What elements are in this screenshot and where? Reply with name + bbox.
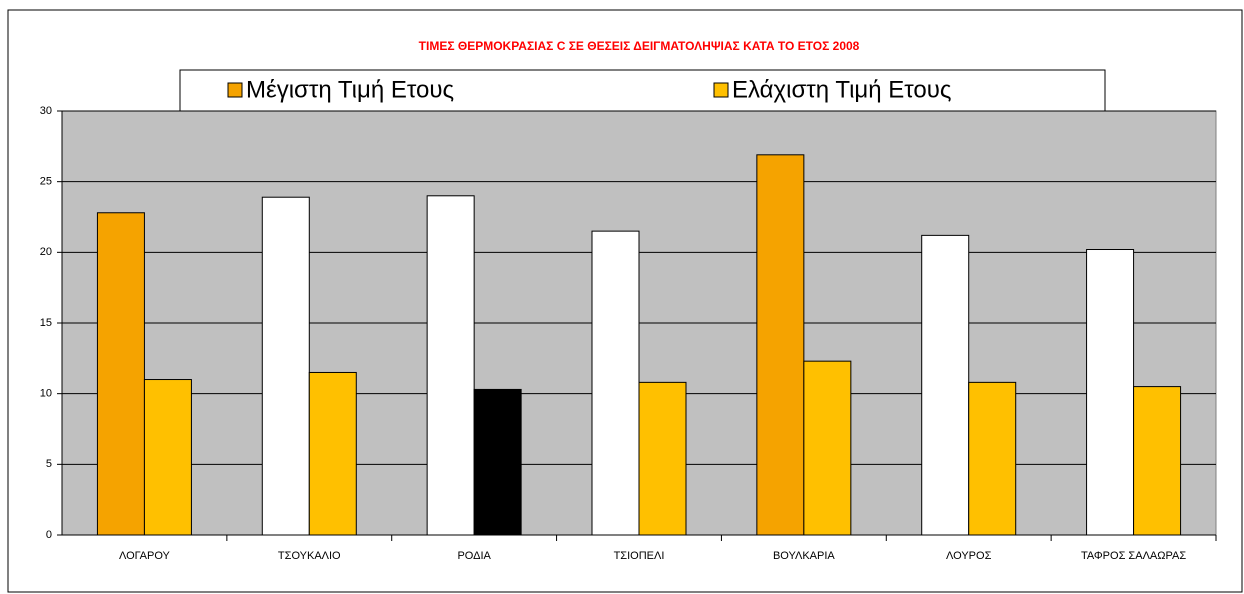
x-tick-label: ΛΟΓΑΡΟΥ [119, 550, 171, 562]
bar [1133, 386, 1182, 536]
bar [638, 381, 687, 536]
bar [261, 196, 310, 536]
legend-label: Μέγιστη Τιμή Ετους [246, 76, 454, 103]
legend-box [179, 69, 1106, 112]
x-tick-label: ΤΣΟΥΚΑΛΙΟ [278, 550, 341, 562]
bar [473, 388, 522, 536]
legend-label: Ελάχιστη Τιμή Ετους [732, 76, 951, 103]
y-tick-label: 20 [40, 246, 52, 258]
bar [803, 360, 852, 536]
bar [426, 195, 475, 536]
bar [968, 381, 1017, 536]
x-tick-label: ΛΟΥΡΟΣ [946, 550, 992, 562]
bar [1086, 249, 1135, 536]
y-tick-label: 10 [40, 388, 52, 400]
chart-title: ΤΙΜΕΣ ΘΕΡΜΟΚΡΑΣΙΑΣ C ΣΕ ΘΕΣΕΙΣ ΔΕΙΓΜΑΤΟΛ… [419, 39, 860, 53]
x-tick-label: ΡΟΔΙΑ [457, 550, 491, 562]
y-tick-label: 5 [46, 458, 52, 470]
y-tick-label: 25 [40, 176, 52, 188]
x-tick-label: ΤΑΦΡΟΣ ΣΑΛΑΩΡΑΣ [1081, 550, 1186, 562]
bar [591, 230, 640, 536]
bar [756, 154, 805, 536]
bar [143, 379, 192, 536]
y-tick-label: 0 [46, 529, 52, 541]
x-tick-label: ΒΟΥΛΚΑΡΙΑ [773, 550, 835, 562]
x-tick-label: ΤΣΙΟΠΕΛΙ [614, 550, 665, 562]
legend-swatch [227, 82, 243, 98]
bar [96, 212, 145, 536]
legend-swatch [713, 82, 729, 98]
bar [921, 234, 970, 536]
bar [308, 371, 357, 536]
y-tick-label: 15 [40, 317, 52, 329]
y-tick-label: 30 [40, 105, 52, 117]
